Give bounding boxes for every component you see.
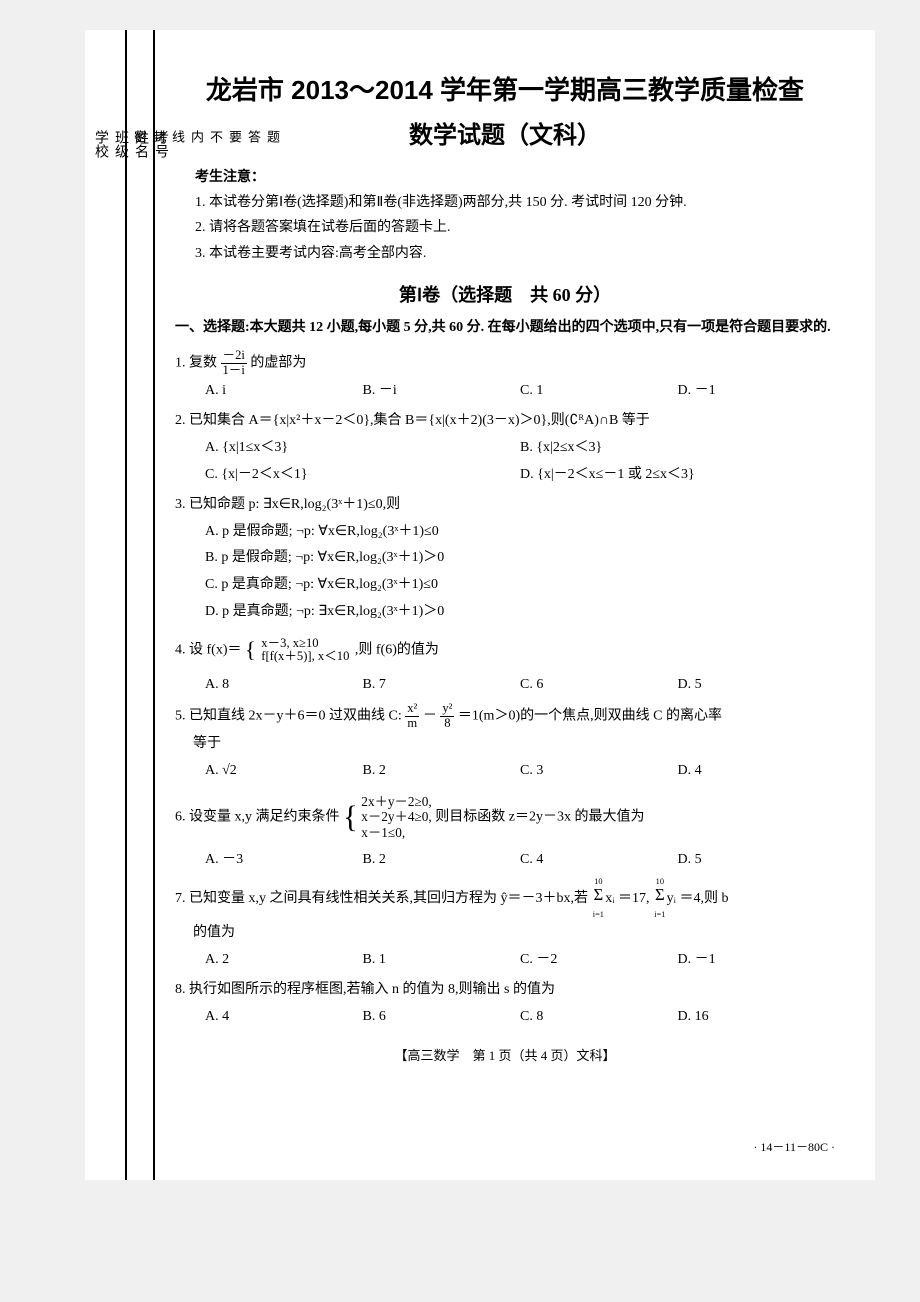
q8-optB: B. 6	[363, 1004, 521, 1031]
q5-text2: ＝1(m＞0)的一个焦点,则双曲线 C 的离心率	[458, 709, 722, 724]
q7-options: A. 2 B. 1 C. －2 D. －1	[205, 947, 835, 974]
page-code: · 14－11－80C ·	[753, 1138, 835, 1155]
q7-optB: B. 1	[363, 947, 521, 974]
notice-line: 3. 本试卷主要考试内容:高考全部内容.	[195, 241, 835, 266]
seal-char: 要	[225, 130, 244, 1030]
q4-optC: C. 6	[520, 672, 678, 699]
q4-options: A. 8 B. 7 C. 6 D. 5	[205, 672, 835, 699]
notice-title: 考生注意：	[195, 165, 835, 190]
binding-edge: 考号 姓名 班级 学校 题 答 要 不 内 线 封 密	[85, 30, 155, 1180]
seal-char: 线	[168, 130, 187, 1030]
q5-frac2: y²8	[440, 702, 454, 731]
q5-stem3: 等于	[193, 731, 835, 758]
q7-stem4: 的值为	[193, 920, 835, 947]
q6-optC: C. 4	[520, 847, 678, 874]
q6-text2: 则目标函数 z＝2y－3x 的最大值为	[435, 810, 644, 825]
sum-icon: 10Σi=1	[653, 889, 667, 906]
seal-char: 答	[244, 130, 263, 1030]
q6-optB: B. 2	[363, 847, 521, 874]
seal-char: 题	[263, 130, 282, 1030]
label-school: 学校	[90, 130, 110, 1030]
q6-c1: 2x＋y－2≥0,	[361, 794, 431, 810]
q1-optD: D. －1	[678, 378, 836, 405]
q8-optD: D. 16	[678, 1004, 836, 1031]
notice-line: 1. 本试卷分第Ⅰ卷(选择题)和第Ⅱ卷(非选择题)两部分,共 150 分. 考试…	[195, 190, 835, 215]
q5-optB: B. 2	[363, 758, 521, 785]
q1-options: A. i B. －i C. 1 D. －1	[205, 378, 835, 405]
q2-optB: B. {x|2≤x＜3}	[520, 435, 835, 462]
q6-cases: 2x＋y－2≥0, x－2y＋4≥0, x－1≤0,	[361, 794, 431, 842]
notice-block: 考生注意： 1. 本试卷分第Ⅰ卷(选择题)和第Ⅱ卷(非选择题)两部分,共 150…	[195, 165, 835, 266]
q8-optC: C. 8	[520, 1004, 678, 1031]
exam-page: 考号 姓名 班级 学校 题 答 要 不 内 线 封 密 龙岩市 2013～201…	[85, 30, 875, 1180]
q2-options-row2: C. {x|－2＜x＜1} D. {x|－2＜x≤－1 或 2≤x＜3}	[205, 462, 835, 489]
q2-options-row1: A. {x|1≤x＜3} B. {x|2≤x＜3}	[205, 435, 835, 462]
page-footer: 【高三数学 第 1 页（共 4 页）文科】	[175, 1045, 835, 1064]
seal-char: 不	[206, 130, 225, 1030]
seal-char: 密	[130, 130, 149, 1030]
q7-text3: ＝4,则 b	[679, 891, 728, 906]
q7-optC: C. －2	[520, 947, 678, 974]
sum-icon: 10Σi=1	[592, 889, 606, 906]
q5-options: A. √2 B. 2 C. 3 D. 4	[205, 758, 835, 785]
q2-optD: D. {x|－2＜x≤－1 或 2≤x＜3}	[520, 462, 835, 489]
q6-c3: x－1≤0,	[361, 825, 431, 841]
q8-options: A. 4 B. 6 C. 8 D. 16	[205, 1004, 835, 1031]
q5-frac1: x²m	[405, 702, 419, 731]
q4-text2: ,则 f(6)的值为	[355, 643, 439, 658]
q3-optD: D. p 是真命题; ¬p: ∃x∈R,log₂(3ˣ＋1)＞0	[205, 599, 835, 626]
binding-inner-labels: 题 答 要 不 内 线 封 密	[130, 130, 282, 1030]
q7-text2: ＝17,	[618, 891, 650, 906]
q3-optB: B. p 是假命题; ¬p: ∀x∈R,log₂(3ˣ＋1)＞0	[205, 545, 835, 572]
q1-optB: B. －i	[363, 378, 521, 405]
brace-icon: {	[343, 800, 358, 834]
q6-optD: D. 5	[678, 847, 836, 874]
q1-optC: C. 1	[520, 378, 678, 405]
seal-char: 内	[187, 130, 206, 1030]
label-class: 班级	[110, 130, 130, 1030]
q4-optB: B. 7	[363, 672, 521, 699]
q6-c2: x－2y＋4≥0,	[361, 809, 431, 825]
q5-optC: C. 3	[520, 758, 678, 785]
q3-optC: C. p 是真命题; ¬p: ∀x∈R,log₂(3ˣ＋1)≤0	[205, 572, 835, 599]
notice-line: 2. 请将各题答案填在试卷后面的答题卡上.	[195, 215, 835, 240]
q3-optA: A. p 是假命题; ¬p: ∀x∈R,log₂(3ˣ＋1)≤0	[205, 519, 835, 546]
q5-optD: D. 4	[678, 758, 836, 785]
q4-optD: D. 5	[678, 672, 836, 699]
q7-optD: D. －1	[678, 947, 836, 974]
q6-options: A. －3 B. 2 C. 4 D. 5	[205, 847, 835, 874]
seal-char: 封	[149, 130, 168, 1030]
exam-title: 龙岩市 2013～2014 学年第一学期高三教学质量检查	[175, 70, 835, 107]
